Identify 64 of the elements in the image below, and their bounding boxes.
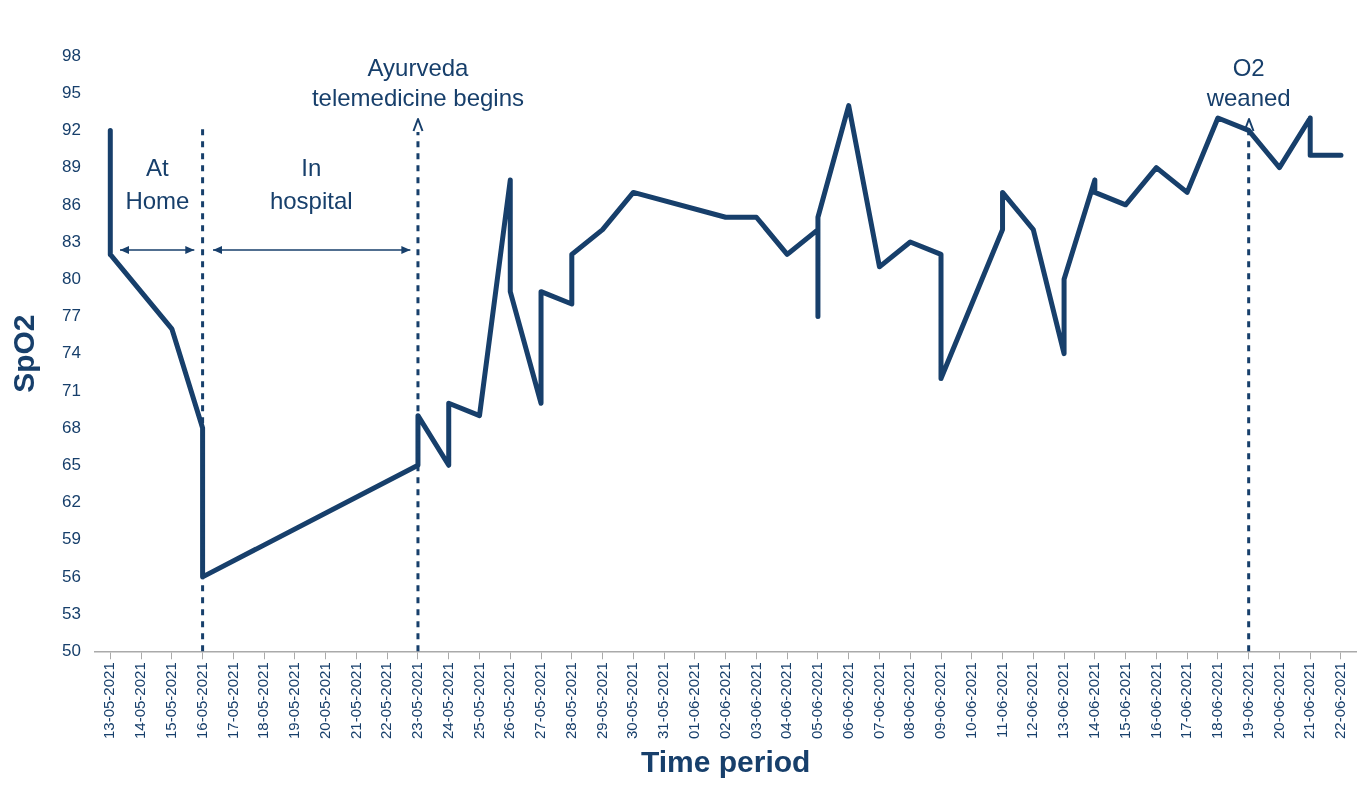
y-tick-label: 65 xyxy=(61,454,81,474)
x-tick-label: 13-05-2021 xyxy=(100,662,118,740)
annotation: In hospital xyxy=(269,154,353,214)
x-tick-label: 17-06-2021 xyxy=(1177,662,1195,740)
x-tick-label: 25-05-2021 xyxy=(469,662,487,740)
y-tick-label: 95 xyxy=(61,82,81,102)
x-tick-label: 01-06-2021 xyxy=(685,662,703,740)
x-tick-label: 08-06-2021 xyxy=(900,662,918,740)
x-tick-label: 18-05-2021 xyxy=(254,662,272,740)
x-tick-label: 17-05-2021 xyxy=(223,662,241,740)
x-tick-label: 11-06-2021 xyxy=(992,662,1010,738)
ref-line-label: Ayurveda telemedicine begins xyxy=(311,54,525,111)
annotation: At Home xyxy=(125,154,190,214)
x-tick-label: 19-06-2021 xyxy=(1238,662,1256,740)
x-tick-label: 05-06-2021 xyxy=(808,662,826,740)
x-tick-label: 14-06-2021 xyxy=(1084,662,1102,740)
x-tick-label: 20-05-2021 xyxy=(315,662,333,740)
y-tick-label: 71 xyxy=(61,380,81,400)
x-tick-label: 24-05-2021 xyxy=(438,662,456,740)
x-tick-label: 19-05-2021 xyxy=(285,662,303,740)
x-tick-label: 16-06-2021 xyxy=(1146,662,1164,740)
y-tick-label: 80 xyxy=(61,268,81,288)
x-tick-label: 09-06-2021 xyxy=(931,662,949,740)
x-tick-label: 22-06-2021 xyxy=(1331,662,1349,740)
y-tick-label: 77 xyxy=(61,306,81,326)
x-tick-label: 13-06-2021 xyxy=(1054,662,1072,740)
x-tick-label: 20-06-2021 xyxy=(1269,662,1287,740)
y-tick-label: 50 xyxy=(61,640,81,660)
y-tick-label: 86 xyxy=(61,194,81,214)
x-tick-label: 22-05-2021 xyxy=(377,662,395,740)
x-tick-label: 07-06-2021 xyxy=(869,662,887,740)
y-tick-label: 98 xyxy=(61,45,81,65)
x-tick-label: 06-06-2021 xyxy=(838,662,856,740)
y-tick-label: 62 xyxy=(61,492,81,512)
x-tick-label: 30-05-2021 xyxy=(623,662,641,740)
y-axis-title: SpO2 xyxy=(7,314,41,393)
y-tick-label: 83 xyxy=(61,231,81,251)
x-tick-label: 21-06-2021 xyxy=(1300,662,1318,740)
y-tick-label: 59 xyxy=(61,529,81,549)
x-tick-label: 12-06-2021 xyxy=(1023,662,1041,740)
x-tick-label: 14-05-2021 xyxy=(131,662,149,740)
x-axis-title: Time period xyxy=(640,745,811,779)
x-tick-label: 27-05-2021 xyxy=(531,662,549,740)
ref-line-label: O2 weaned xyxy=(1205,54,1291,111)
x-tick-label: 18-06-2021 xyxy=(1208,662,1226,740)
x-tick-label: 03-06-2021 xyxy=(746,662,764,740)
x-tick-label: 04-06-2021 xyxy=(777,662,795,740)
y-tick-label: 74 xyxy=(61,343,81,363)
x-tick-label: 15-05-2021 xyxy=(161,662,179,740)
y-tick-label: 89 xyxy=(61,157,81,177)
x-tick-label: 31-05-2021 xyxy=(654,662,672,740)
x-tick-label: 29-05-2021 xyxy=(592,662,610,740)
x-tick-label: 15-06-2021 xyxy=(1115,662,1133,740)
x-tick-label: 21-05-2021 xyxy=(346,662,364,740)
x-tick-label: 28-05-2021 xyxy=(561,662,579,740)
x-tick-label: 26-05-2021 xyxy=(500,662,518,740)
y-tick-label: 53 xyxy=(61,603,81,623)
y-tick-label: 68 xyxy=(61,417,81,437)
x-tick-label: 02-06-2021 xyxy=(715,662,733,740)
x-tick-label: 10-06-2021 xyxy=(961,662,979,740)
y-tick-label: 92 xyxy=(61,120,81,140)
x-tick-label: 16-05-2021 xyxy=(192,662,210,740)
x-tick-label: 23-05-2021 xyxy=(408,662,426,740)
y-tick-label: 56 xyxy=(61,566,81,586)
